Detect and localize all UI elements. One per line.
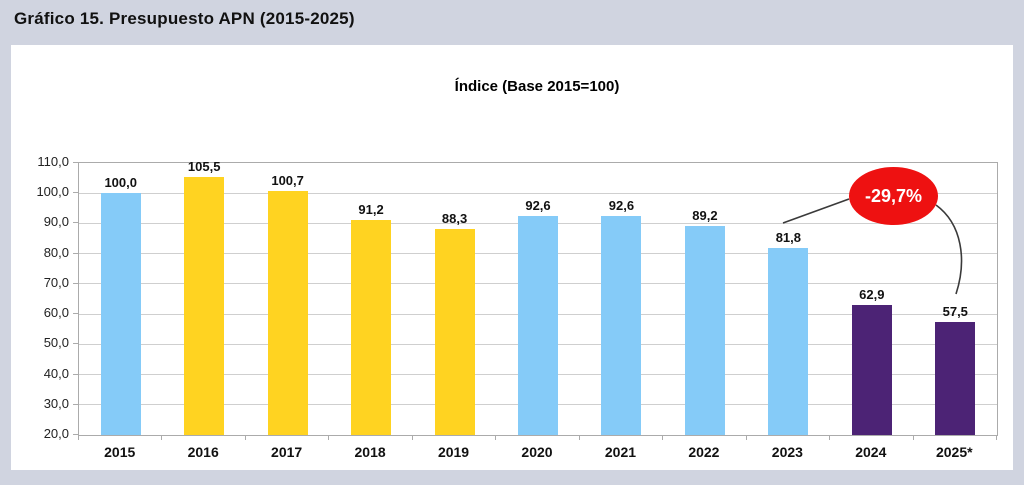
bar-value-label: 62,9: [859, 287, 885, 303]
bar-value-label: 81,8: [775, 230, 802, 246]
callout-label: -29,7%: [864, 185, 923, 206]
y-axis-tick: [73, 434, 78, 435]
y-axis-tick: [73, 343, 78, 345]
bar-value-label: 92,6: [608, 197, 635, 213]
bar-value-label: 89,2: [692, 207, 718, 223]
chart-title: Índice (Base 2015=100): [454, 78, 620, 95]
bar-value-label: 105,5: [187, 158, 221, 174]
x-axis-tick: [244, 435, 246, 440]
x-axis-tick: [78, 435, 79, 440]
y-axis-tick: [73, 313, 78, 315]
y-tick-label: 80,0: [43, 244, 69, 260]
y-tick-label: 50,0: [43, 335, 69, 351]
x-axis-tick: [829, 435, 831, 440]
x-axis-tick: [578, 435, 580, 440]
y-axis-tick: [73, 403, 78, 405]
y-tick-label: 100,0: [36, 184, 69, 200]
y-tick-label: 60,0: [43, 305, 69, 321]
x-axis-tick: [996, 435, 997, 440]
x-axis-tick: [328, 435, 330, 440]
y-tick-label: 30,0: [43, 395, 69, 411]
y-tick-label: 20,0: [43, 426, 69, 441]
bar-2016: [184, 176, 225, 435]
x-tick-label: 2023: [771, 444, 803, 460]
x-tick-label: 2022: [688, 444, 720, 460]
x-tick-label: 2024: [855, 444, 887, 460]
x-tick-label: 2017: [271, 444, 303, 460]
x-tick-label: 2020: [521, 444, 553, 460]
y-tick-label: 40,0: [43, 365, 69, 381]
bar-value-label: 100,7: [271, 173, 304, 189]
bar-2020: [518, 215, 558, 435]
bar-value-label: 88,3: [441, 210, 468, 226]
x-axis-tick: [161, 435, 163, 440]
bar-2024: [851, 305, 892, 435]
y-axis-tick: [73, 222, 78, 224]
bar-2015: [100, 193, 141, 435]
bar-2023: [768, 248, 809, 435]
x-axis-tick: [912, 435, 914, 440]
x-tick-label: 2016: [187, 444, 219, 460]
x-axis-tick: [662, 435, 664, 440]
x-axis-tick: [411, 435, 413, 440]
y-axis-tick: [73, 162, 78, 163]
y-axis-tick: [73, 373, 78, 375]
bar-value-label: 57,5: [942, 303, 968, 319]
x-tick-label: 2021: [604, 444, 637, 460]
x-tick-label: 2018: [354, 444, 386, 460]
document-title: Gráfico 15. Presupuesto APN (2015-2025): [14, 9, 355, 28]
x-tick-label: 2019: [437, 444, 470, 460]
bar-value-label: 100,0: [104, 175, 137, 191]
x-tick-label: 2025*: [935, 444, 973, 460]
chart-panel: Índice (Base 2015=100) 100,0 105,5 100,7 91…: [11, 45, 1013, 470]
y-tick-label: 90,0: [43, 214, 69, 230]
bar-2018: [351, 219, 392, 435]
x-tick-label: 2015: [104, 444, 136, 460]
y-tick-label: 110,0: [37, 154, 69, 169]
y-tick-label: 70,0: [43, 274, 69, 290]
bar-2019: [434, 228, 475, 435]
bar-2025: [935, 321, 976, 435]
x-axis-tick: [745, 435, 747, 440]
x-axis-tick: [495, 435, 497, 440]
y-axis-tick: [73, 192, 78, 194]
y-axis-tick: [73, 282, 78, 284]
bar-value-label: 92,6: [525, 197, 551, 213]
bar-2021: [601, 215, 642, 435]
gridline: [79, 192, 997, 194]
bar-value-label: 91,2: [358, 201, 384, 217]
bar-2022: [684, 225, 725, 435]
callout-badge: -29,7%: [849, 167, 938, 225]
y-axis-tick: [73, 252, 78, 254]
bar-2017: [267, 191, 308, 435]
